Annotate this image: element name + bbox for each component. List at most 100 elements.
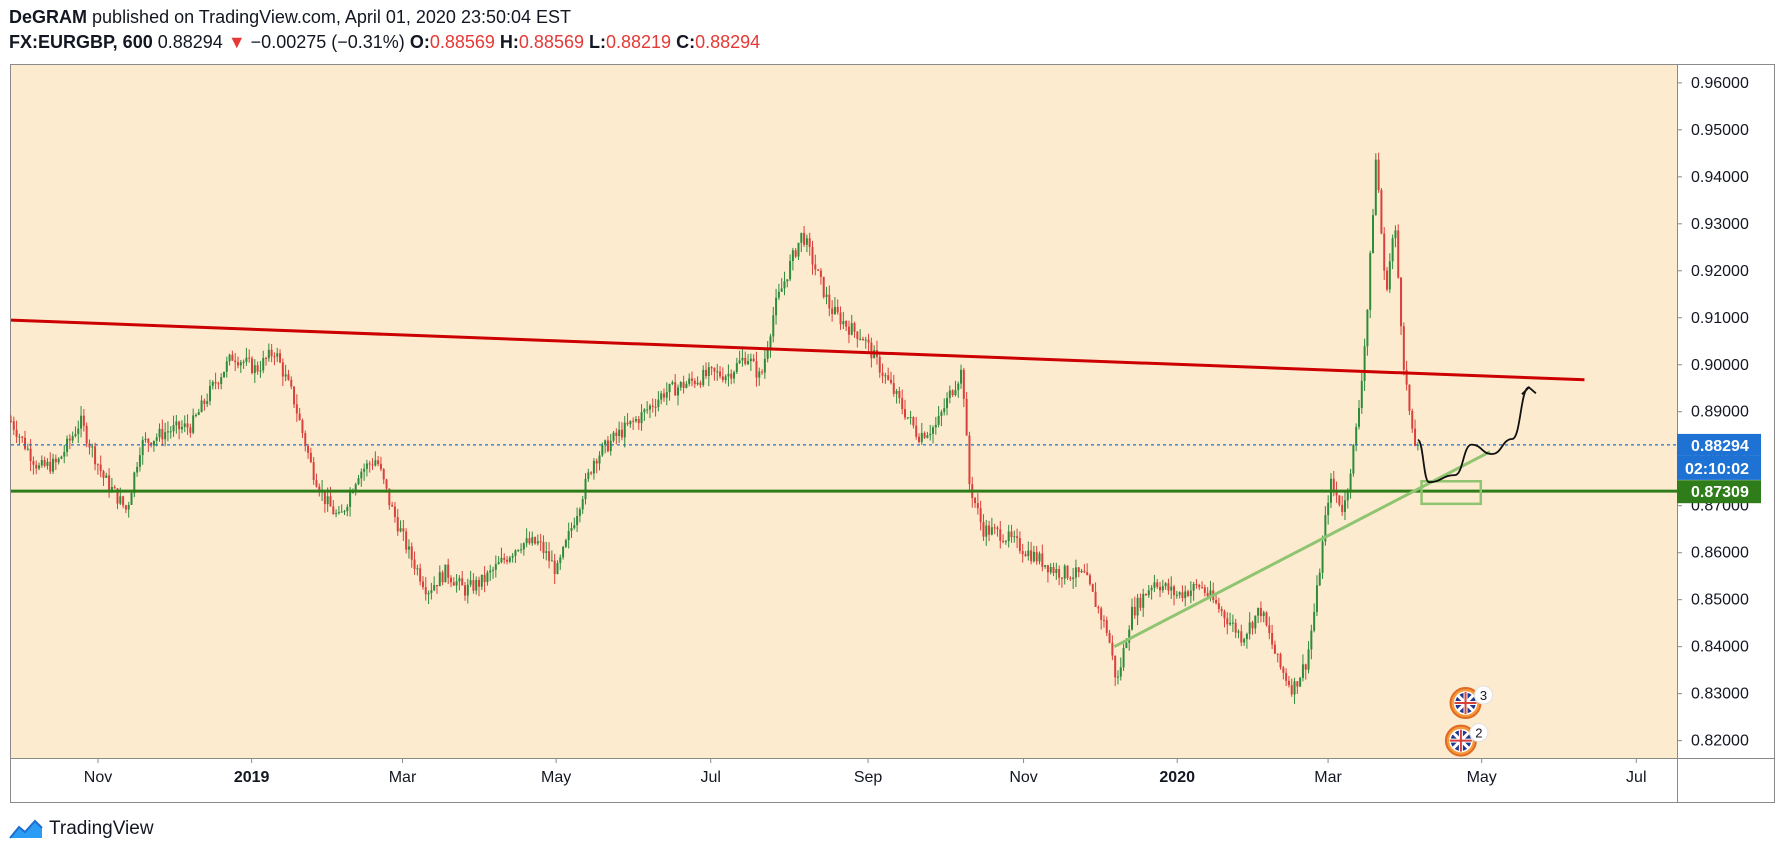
candle-body bbox=[682, 382, 685, 388]
target-zone-rectangle[interactable] bbox=[1420, 480, 1483, 506]
candle-body bbox=[242, 361, 245, 363]
candle-body bbox=[817, 269, 820, 271]
candle-body bbox=[918, 436, 921, 442]
candle-body bbox=[399, 528, 402, 532]
candle-body bbox=[110, 486, 113, 491]
time-axis[interactable]: Nov 2019 Mar May Jul Sep Nov 2020 Mar May Jul bbox=[84, 758, 1647, 786]
candle-body bbox=[777, 291, 780, 298]
candle-body bbox=[1268, 625, 1271, 634]
candle-body bbox=[1296, 681, 1299, 687]
price-tick-label: 0.92000 bbox=[1691, 263, 1749, 280]
candle-body bbox=[26, 448, 29, 450]
candle-body bbox=[556, 562, 559, 574]
candle-body bbox=[385, 479, 388, 489]
candle-body bbox=[1386, 270, 1389, 290]
uk-flag-event-icon[interactable]: 2 bbox=[1444, 723, 1489, 757]
candle-body bbox=[833, 306, 836, 315]
candle-body bbox=[217, 383, 220, 385]
candle-body bbox=[629, 420, 632, 425]
candle-body bbox=[492, 569, 495, 571]
candle-body bbox=[993, 527, 996, 529]
event-markers: 32 bbox=[1444, 685, 1494, 757]
candle-body bbox=[1332, 478, 1335, 490]
uk-flag-event-icon[interactable]: 3 bbox=[1449, 685, 1494, 720]
candle-body bbox=[1091, 584, 1094, 592]
candle-body bbox=[136, 466, 139, 473]
candle-body bbox=[1363, 346, 1366, 381]
plot-area[interactable] bbox=[11, 65, 1677, 758]
candle-body bbox=[464, 585, 467, 596]
candle-body bbox=[304, 433, 307, 447]
candle-body bbox=[1074, 567, 1077, 578]
candle-body bbox=[396, 517, 399, 532]
candle-body bbox=[713, 367, 716, 372]
candle-body bbox=[32, 461, 35, 465]
candle-body bbox=[1265, 612, 1268, 626]
candle-body bbox=[105, 475, 108, 478]
ascending-trendline[interactable] bbox=[1113, 450, 1491, 648]
candle-body bbox=[1010, 531, 1013, 538]
candle-body bbox=[96, 464, 99, 466]
chart-container[interactable]: 0.96000 0.95000 0.94000 0.93000 0.92000 0.910… bbox=[10, 64, 1775, 809]
projection-path[interactable] bbox=[1416, 386, 1530, 484]
resistance-trendline[interactable] bbox=[10, 318, 1585, 382]
candle-body bbox=[1234, 622, 1237, 633]
candle-body bbox=[699, 382, 702, 386]
candle-body bbox=[267, 349, 270, 359]
candle-body bbox=[438, 572, 441, 587]
candle-body bbox=[1083, 570, 1086, 573]
candle-body bbox=[951, 390, 954, 396]
candle-body bbox=[640, 412, 643, 424]
candle-body bbox=[133, 472, 136, 494]
candle-body bbox=[766, 348, 769, 359]
price-tick-label: 0.86000 bbox=[1691, 545, 1749, 562]
candle-body bbox=[982, 522, 985, 537]
candle-body bbox=[259, 370, 262, 372]
projection-arrow-icon bbox=[1521, 386, 1537, 395]
candle-body bbox=[43, 460, 46, 466]
author-name[interactable]: DeGRAM bbox=[9, 7, 88, 27]
candle-body bbox=[10, 421, 12, 423]
candle-body bbox=[626, 422, 629, 425]
candle-body bbox=[1262, 612, 1265, 617]
time-tick-label: 2020 bbox=[1159, 769, 1195, 786]
candle-body bbox=[284, 374, 287, 377]
candle-body bbox=[755, 361, 758, 378]
price-tick-label: 0.84000 bbox=[1691, 639, 1749, 656]
candle-body bbox=[1192, 584, 1195, 591]
candle-body bbox=[119, 496, 122, 504]
candle-body bbox=[761, 371, 764, 373]
candle-body bbox=[550, 560, 553, 562]
candle-body bbox=[932, 427, 935, 434]
candle-body bbox=[909, 417, 912, 419]
candle-body bbox=[898, 390, 901, 399]
candle-body bbox=[127, 504, 130, 510]
symbol-label[interactable]: FX:EURGBP, 600 bbox=[9, 32, 153, 52]
candle-body bbox=[138, 455, 141, 467]
candle-body bbox=[38, 465, 41, 469]
candle-body bbox=[141, 439, 144, 456]
candle-body bbox=[584, 478, 587, 500]
candle-body bbox=[360, 471, 363, 479]
candle-body bbox=[847, 326, 850, 335]
price-chart[interactable]: 0.96000 0.95000 0.94000 0.93000 0.92000 0.910… bbox=[10, 64, 1775, 804]
candle-body bbox=[674, 382, 677, 396]
candle-body bbox=[295, 404, 298, 414]
candle-body bbox=[573, 525, 576, 528]
candle-body bbox=[1016, 536, 1019, 539]
candle-body bbox=[231, 354, 234, 361]
candle-body bbox=[1119, 667, 1122, 677]
footer-brand[interactable]: TradingView bbox=[9, 818, 154, 840]
high-label: H: bbox=[499, 32, 519, 52]
candle-body bbox=[194, 414, 197, 416]
candle-body bbox=[290, 379, 293, 387]
candle-body bbox=[354, 484, 357, 493]
candle-body bbox=[559, 557, 562, 563]
candle-body bbox=[601, 444, 604, 456]
candle-body bbox=[1273, 644, 1276, 654]
candle-body bbox=[567, 530, 570, 541]
candle-body bbox=[520, 549, 523, 551]
candle-body bbox=[539, 541, 542, 543]
candle-body bbox=[419, 568, 422, 582]
candle-body bbox=[744, 357, 747, 365]
